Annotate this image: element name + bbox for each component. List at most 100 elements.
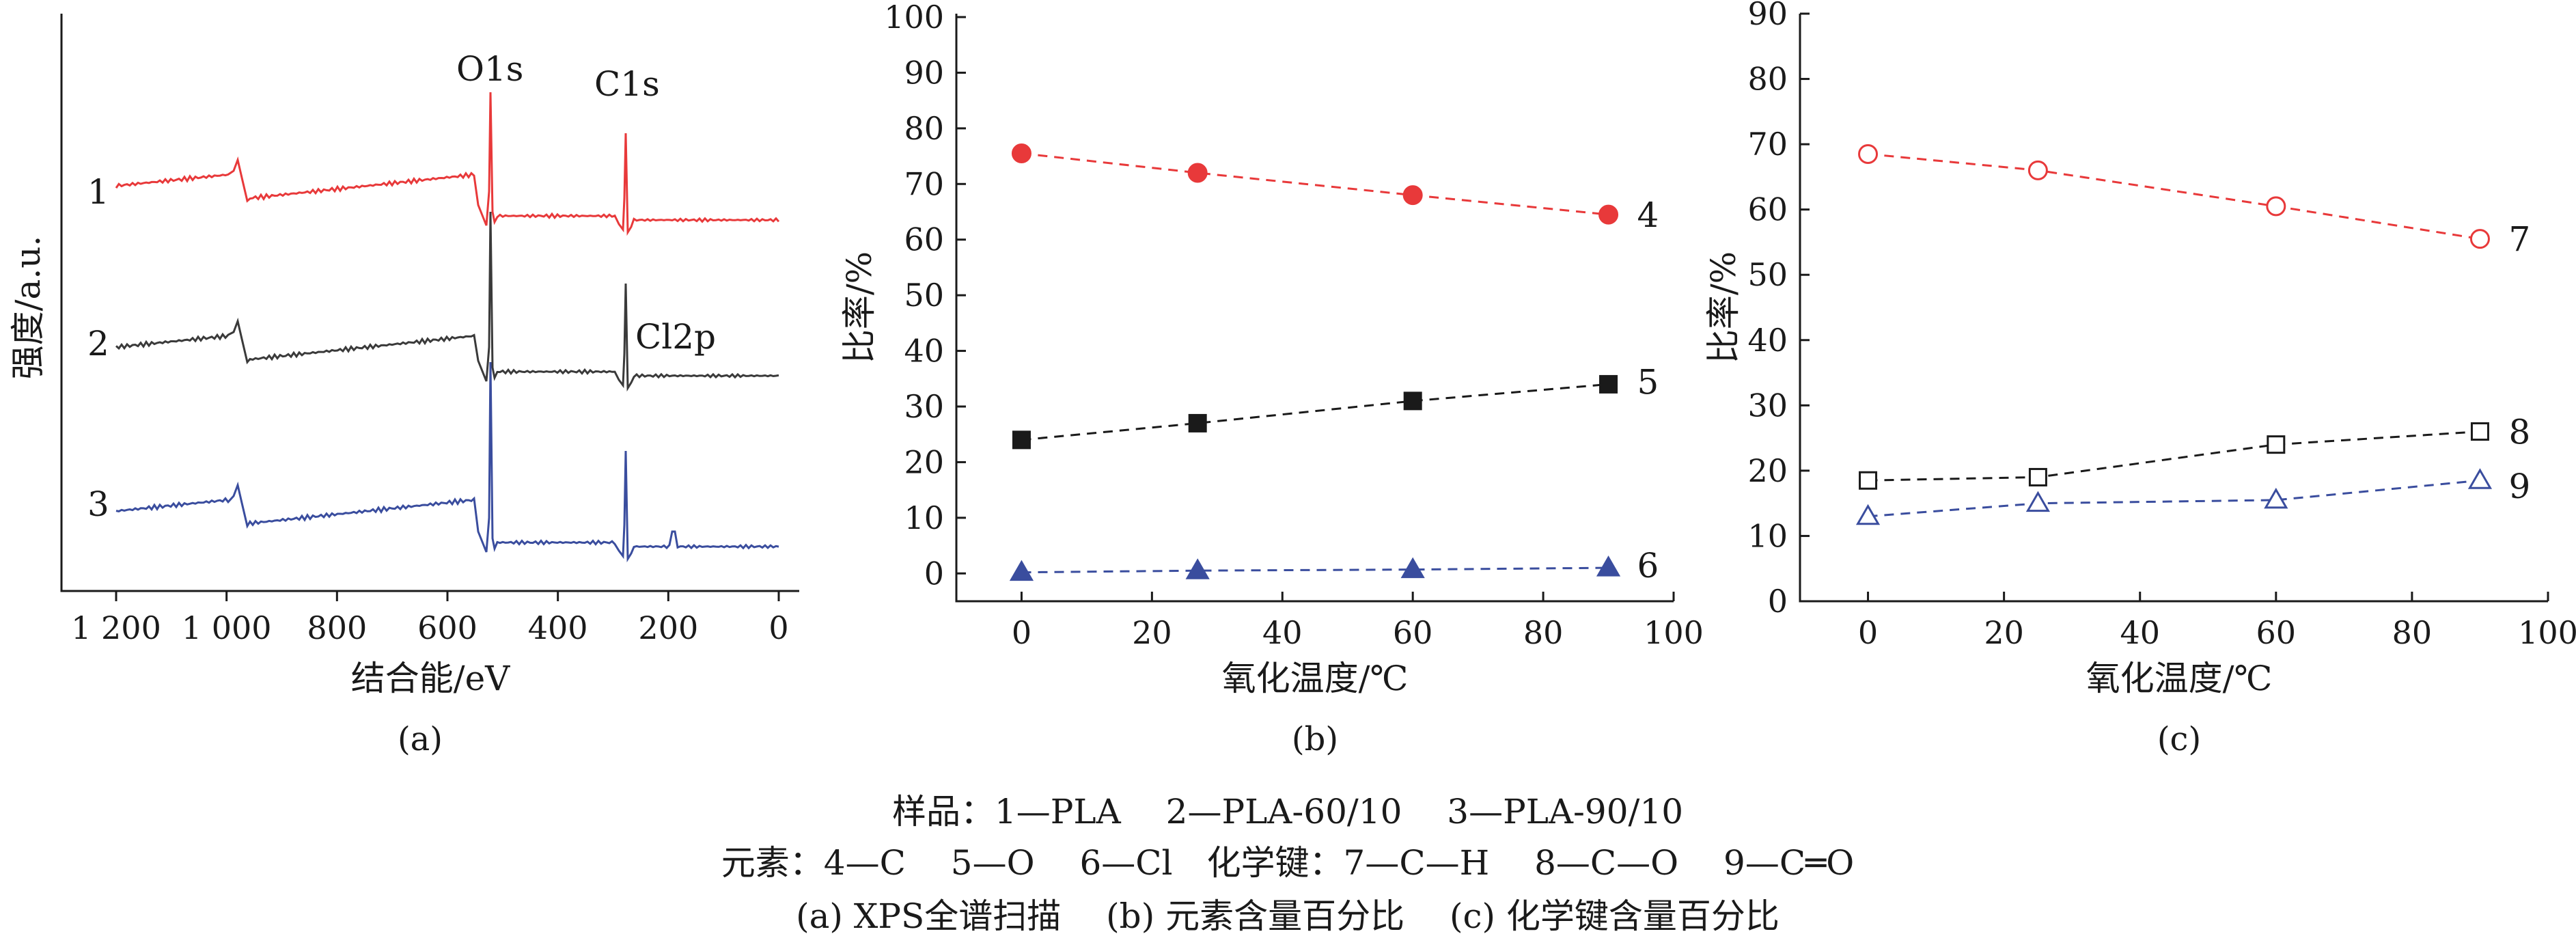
panel-b-x-axis-title: 氧化温度/℃ (1222, 659, 1409, 698)
panel-c-series: 7 8 9 (1855, 143, 2530, 525)
peak-label-o1s: O1s (456, 49, 523, 89)
panel-c-marker-9 (2025, 491, 2051, 512)
panel-c-marker-8 (1859, 471, 1878, 490)
panel-a-frame (60, 14, 799, 592)
panel-c-y-tick-label: 20 (1747, 452, 1788, 489)
panel-c-x-tick-label: 20 (1984, 614, 2024, 651)
panel-a-x-ticks: 1 200 1 000 800 600 400 200 0 (71, 591, 789, 646)
panel-c-y-tick-label: 70 (1747, 126, 1788, 163)
panel-a-y-axis-title: 强度/a.u. (8, 236, 48, 380)
panel-b-series-label-4: 4 (1637, 195, 1659, 235)
panel-c-marker-7 (2266, 196, 2286, 217)
panel-b-marker-6 (1400, 557, 1425, 579)
panel-b-y-tick-label: 10 (904, 499, 944, 536)
panel-c-x-tick-label: 0 (1858, 614, 1878, 651)
panel-b-x-tick-label: 40 (1262, 614, 1303, 651)
panel-c-marker-8 (2028, 467, 2047, 486)
panel-a-x-tick-label: 1 000 (182, 609, 272, 646)
panel-c-marker-9 (1855, 504, 1881, 525)
panel-c-x-axis-title: 氧化温度/℃ (2086, 659, 2273, 698)
panel-a-label: (a) (398, 720, 443, 758)
panel-b-x-tick-label: 20 (1132, 614, 1172, 651)
panel-c-marker-7 (1858, 143, 1879, 164)
panel-a-x-tick-label: 200 (638, 609, 698, 646)
panel-c-x-tick-label: 100 (2518, 614, 2576, 651)
panel-b-y-tick-label: 40 (904, 333, 944, 370)
panel-b-label: (b) (1292, 720, 1338, 758)
panel-b-y-tick-label: 80 (904, 110, 944, 147)
panel-b-x-ticks: 0 20 40 60 80 100 (1012, 592, 1704, 651)
figure-caption: 样品：1—PLA 2—PLA-60/10 3—PLA-90/10 元素：4—C … (721, 792, 1854, 936)
panel-c-x-tick-label: 40 (2120, 614, 2160, 651)
panel-c-frame (1799, 14, 2548, 603)
caption-panel-descriptions: (a) XPS全谱扫描 (b) 元素含量百分比 (c) 化学键含量百分比 (796, 896, 1779, 936)
panel-b-marker-4 (1187, 163, 1208, 183)
panel-b-y-tick-label: 90 (904, 54, 944, 91)
panel-b-marker-4 (1011, 143, 1031, 163)
panel-a-x-tick-label: 1 200 (71, 609, 161, 646)
panel-c-series-line-9 (1868, 479, 2480, 518)
caption-samples: 样品：1—PLA 2—PLA-60/10 3—PLA-90/10 (892, 792, 1683, 831)
panel-c-x-tick-label: 60 (2256, 614, 2297, 651)
peak-label-c1s: C1s (594, 64, 660, 104)
spectrum-label-3: 3 (87, 484, 109, 524)
spectrum-line-1 (115, 92, 780, 236)
panel-a-x-tick-label: 800 (307, 609, 367, 646)
panel-b-y-tick-label: 60 (904, 221, 944, 258)
spectrum-label-1: 1 (87, 172, 109, 212)
panel-c-series-label-9: 9 (2508, 467, 2530, 506)
panel-c-series-line-8 (1868, 430, 2480, 482)
spectrum-label-2: 2 (87, 324, 109, 363)
panel-c-marker-9 (2264, 487, 2288, 509)
panel-c-series-line-7 (1868, 152, 2480, 240)
panel-b-x-tick-label: 60 (1393, 614, 1433, 651)
panel-c-y-tick-label: 30 (1747, 387, 1788, 424)
panel-b-marker-6 (1009, 560, 1034, 581)
panel-b-frame (955, 14, 1674, 603)
panel-c-y-tick-label: 40 (1747, 322, 1788, 359)
panel-a-xps-spectrum: 1 200 1 000 800 600 400 200 0 结合能/eV 强度/a.u. 1… (8, 14, 799, 758)
panel-b-y-tick-label: 30 (904, 388, 944, 425)
panel-b-x-tick-label: 100 (1644, 614, 1704, 651)
panel-b-y-axis-title: 比率/% (840, 251, 879, 363)
panel-b-marker-5 (1188, 413, 1207, 432)
panel-c-y-axis-title: 比率/% (1704, 251, 1743, 363)
panel-b-series-line-4 (1021, 152, 1609, 216)
panel-b-series: 4 5 6 (1009, 143, 1659, 586)
panel-b-y-tick-label: 20 (904, 443, 944, 480)
panel-b-series-label-6: 6 (1637, 546, 1659, 586)
panel-b-y-tick-label: 70 (904, 165, 944, 202)
panel-c-y-ticks: 0 10 20 30 40 50 60 70 80 90 (1747, 0, 1810, 620)
panel-b-marker-4 (1598, 204, 1619, 225)
panel-a-x-tick-label: 0 (768, 609, 788, 646)
panel-c-label: (c) (2157, 720, 2201, 758)
panel-c-y-tick-label: 60 (1747, 191, 1788, 228)
panel-a-x-tick-label: 600 (417, 609, 477, 646)
panel-b-series-line-6 (1021, 566, 1609, 574)
caption-elements-bonds: 元素：4—C 5—O 6—Cl 化学键：7—C—H 8—C—O 9—C═O (721, 843, 1854, 883)
panel-b-x-tick-label: 80 (1523, 614, 1564, 651)
spectrum-line-2 (115, 211, 779, 392)
panel-b-marker-4 (1402, 185, 1423, 206)
panel-b-y-tick-label: 0 (924, 555, 944, 592)
panel-b-marker-5 (1012, 430, 1031, 450)
peak-label-cl2p: Cl2p (635, 317, 716, 357)
panel-b-marker-6 (1185, 558, 1210, 579)
panel-c-y-tick-label: 80 (1747, 61, 1788, 98)
panel-c-series-label-7: 7 (2508, 220, 2530, 260)
panel-b-series-line-5 (1021, 383, 1609, 441)
panel-c-x-tick-label: 80 (2392, 614, 2433, 651)
spectrum-line-3 (115, 361, 779, 563)
panel-b-x-tick-label: 0 (1012, 614, 1031, 651)
panel-b-marker-5 (1599, 374, 1618, 394)
panel-c-y-tick-label: 10 (1747, 517, 1788, 554)
panel-b-marker-5 (1403, 391, 1422, 411)
panel-b-marker-6 (1596, 555, 1621, 577)
panel-c-y-tick-label: 50 (1747, 256, 1788, 293)
panel-c-bond-content: 0 10 20 30 40 50 60 70 80 90 0 20 40 60 80 100 7 8 9 氧化温… (1704, 0, 2576, 758)
panel-c-marker-9 (2467, 468, 2493, 489)
panel-c-series-label-8: 8 (2508, 413, 2530, 452)
panel-c-y-tick-label: 0 (1768, 583, 1788, 620)
